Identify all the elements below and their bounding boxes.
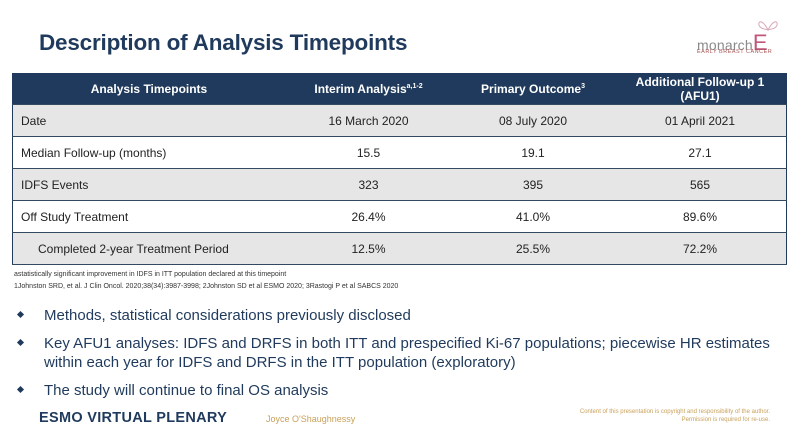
bullet-item: The study will continue to final OS anal… <box>16 381 786 400</box>
table-cell: 12.5% <box>285 232 452 265</box>
timepoints-table: Analysis Timepoints Interim Analysisa,1-… <box>12 73 787 265</box>
table-cell: 25.5% <box>452 232 614 265</box>
row-label: Off Study Treatment <box>12 200 285 233</box>
footnote-a: astatistically significant improvement i… <box>14 271 287 278</box>
presenter-name: Joyce O'Shaughnessy <box>266 414 356 424</box>
brand-tagline: EARLY BREAST CANCER <box>697 49 773 55</box>
header-cell: Primary Outcome3 <box>452 73 614 105</box>
bullet-text: The study will continue to final OS anal… <box>44 382 329 399</box>
header-text: Primary Outcome <box>481 82 582 96</box>
header-text: Additional Follow-up 1 (AFU1) <box>635 75 765 103</box>
header-cell: Interim Analysisa,1-2 <box>285 73 452 105</box>
table-cell: 89.6% <box>614 200 787 233</box>
table-cell: 08 July 2020 <box>452 104 614 137</box>
table-cell: 15.5 <box>285 136 452 169</box>
bullet-text: Key AFU1 analyses: IDFS and DRFS in both… <box>44 335 770 371</box>
row-label: Median Follow-up (months) <box>12 136 285 169</box>
table-cell: 565 <box>614 168 787 201</box>
table-cell: 26.4% <box>285 200 452 233</box>
table-cell: 395 <box>452 168 614 201</box>
table-row: IDFS Events 323 395 565 <box>12 168 787 201</box>
table-row: Completed 2-year Treatment Period 12.5% … <box>12 232 787 265</box>
table-cell: 01 April 2021 <box>614 104 787 137</box>
table-row: Median Follow-up (months) 15.5 19.1 27.1 <box>12 136 787 169</box>
row-label: Date <box>12 104 285 137</box>
header-text: Analysis Timepoints <box>90 82 208 96</box>
footnote-references: 1Johnston SRD, et al. J Clin Oncol. 2020… <box>14 283 399 290</box>
table-row: Off Study Treatment 26.4% 41.0% 89.6% <box>12 200 787 233</box>
row-label: Completed 2-year Treatment Period <box>12 232 285 265</box>
table-cell: 16 March 2020 <box>285 104 452 137</box>
header-cell: Analysis Timepoints <box>12 73 285 105</box>
header-superscript: 3 <box>581 83 585 90</box>
brand-name: monarch <box>697 37 753 53</box>
bullet-list: Methods, statistical considerations prev… <box>16 306 786 409</box>
header-cell: Additional Follow-up 1 (AFU1) <box>614 73 787 105</box>
copyright-line: Content of this presentation is copyrigh… <box>579 409 770 415</box>
butterfly-icon <box>758 21 778 32</box>
brand-e-letter: E <box>752 30 768 55</box>
conference-label: ESMO VIRTUAL PLENARY <box>39 410 228 426</box>
bullet-diamond-icon <box>16 310 25 319</box>
monarche-logo: monarchE EARLY BREAST CANCER <box>697 21 789 64</box>
bullet-item: Key AFU1 analyses: IDFS and DRFS in both… <box>16 334 786 372</box>
table-cell: 19.1 <box>452 136 614 169</box>
table-cell: 27.1 <box>614 136 787 169</box>
table-cell: 41.0% <box>452 200 614 233</box>
table-cell: 72.2% <box>614 232 787 265</box>
copyright-notice: Content of this presentation is copyrigh… <box>540 408 770 424</box>
table-row: Date 16 March 2020 08 July 2020 01 April… <box>12 104 787 137</box>
table-cell: 323 <box>285 168 452 201</box>
bullet-text: Methods, statistical considerations prev… <box>44 307 411 324</box>
header-text: Interim Analysis <box>314 82 407 96</box>
slide-title: Description of Analysis Timepoints <box>39 30 408 55</box>
table-header-row: Analysis Timepoints Interim Analysisa,1-… <box>12 73 787 105</box>
header-superscript: a,1-2 <box>406 83 423 90</box>
bullet-diamond-icon <box>16 385 25 394</box>
bullet-item: Methods, statistical considerations prev… <box>16 306 786 325</box>
copyright-line: Permission is required for re-use. <box>681 417 770 423</box>
brand-wordmark: monarchE <box>697 30 768 56</box>
row-label: IDFS Events <box>12 168 285 201</box>
bullet-diamond-icon <box>16 338 25 347</box>
